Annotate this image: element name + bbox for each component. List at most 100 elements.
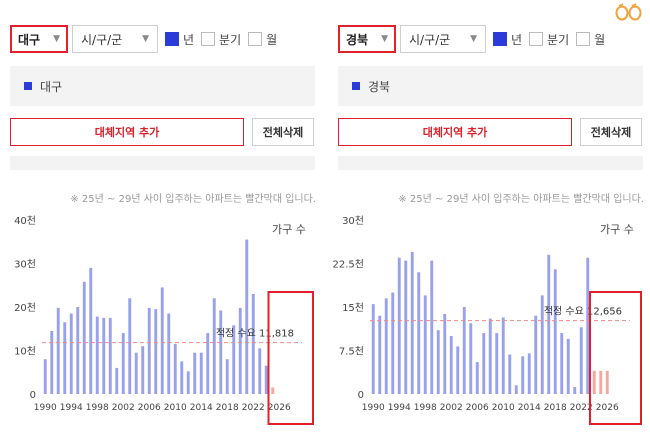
bar	[264, 365, 268, 394]
bar	[141, 346, 145, 394]
x-tick-label: 2022	[570, 403, 593, 413]
checkbox-label: 년	[183, 32, 195, 47]
x-tick-label: 1994	[388, 403, 411, 413]
glasses-icon[interactable]	[614, 2, 644, 22]
chevron-down-icon: ▼	[142, 34, 149, 44]
bar	[167, 313, 171, 394]
future-bar	[592, 370, 596, 394]
checkbox-box[interactable]	[165, 32, 179, 46]
bar	[82, 281, 86, 394]
city-select[interactable]: 시/구/군 ▼	[72, 25, 158, 53]
legend-label: 경북	[368, 79, 391, 94]
bar	[199, 352, 203, 394]
filter-row: 대구 ▼ 시/구/군 ▼ 년 분기 월	[10, 24, 277, 54]
checkbox-quarter[interactable]: 분기	[201, 31, 241, 48]
region-legend: 경북	[338, 66, 643, 106]
series-label: 가구 수	[600, 223, 634, 236]
bar	[63, 322, 67, 394]
bar	[134, 352, 138, 394]
checkbox-year[interactable]: 년	[165, 31, 194, 48]
city-select-value: 시/구/군	[81, 32, 123, 47]
checkbox-month[interactable]: 월	[248, 31, 277, 48]
panel-daegu: 대구 ▼ 시/구/군 ▼ 년 분기 월 대구 대체지역 추가 전체삭제 ※ 25…	[0, 0, 318, 433]
bar	[251, 293, 255, 394]
bar	[173, 343, 177, 394]
checkbox-label: 년	[511, 32, 523, 47]
checkbox-box[interactable]	[493, 32, 507, 46]
bar	[508, 354, 512, 394]
chevron-down-icon: ▼	[381, 34, 388, 44]
city-select[interactable]: 시/구/군 ▼	[400, 25, 486, 53]
x-tick-label: 1990	[362, 403, 385, 413]
region-select[interactable]: 대구 ▼	[10, 25, 68, 53]
bar	[495, 333, 499, 394]
chevron-down-icon: ▼	[53, 34, 60, 44]
bar	[232, 325, 236, 394]
bar	[534, 315, 538, 394]
bar	[410, 251, 414, 394]
bar	[449, 336, 453, 394]
delete-all-button[interactable]: 전체삭제	[252, 118, 314, 146]
bar	[258, 348, 262, 394]
bar	[89, 267, 93, 394]
bar	[560, 333, 564, 394]
bar	[160, 287, 164, 394]
x-tick-label: 2022	[242, 403, 265, 413]
checkbox-label: 분기	[219, 32, 242, 47]
chevron-down-icon: ▼	[470, 34, 477, 44]
y-tick-label: 20천	[14, 302, 36, 314]
checkbox-month[interactable]: 월	[576, 31, 605, 48]
checkbox-box[interactable]	[201, 32, 216, 46]
bar	[482, 333, 486, 394]
checkbox-box[interactable]	[576, 32, 591, 46]
add-alternative-region-button[interactable]: 대체지역 추가	[10, 118, 244, 146]
add-alternative-region-button[interactable]: 대체지역 추가	[338, 118, 572, 146]
bar	[121, 333, 125, 394]
bar	[417, 272, 421, 394]
bar	[456, 346, 460, 394]
bar	[186, 371, 190, 394]
checkbox-label: 월	[594, 32, 606, 47]
x-tick-label: 2002	[112, 403, 135, 413]
checkbox-year[interactable]: 년	[493, 31, 522, 48]
bar	[238, 307, 242, 394]
bar	[527, 353, 531, 394]
y-tick-label: 7.5천	[339, 346, 364, 358]
bar	[128, 298, 132, 394]
x-tick-label: 2018	[544, 403, 567, 413]
chart-note: ※ 25년 ~ 29년 사이 입주하는 아파트는 빨간막대 입니다.	[70, 194, 316, 205]
region-select[interactable]: 경북 ▼	[338, 25, 396, 53]
bar	[553, 269, 557, 394]
bar	[108, 317, 112, 394]
checkbox-quarter[interactable]: 분기	[529, 31, 569, 48]
bar	[397, 257, 401, 394]
x-tick-label: 2006	[466, 403, 489, 413]
checkbox-label: 월	[266, 32, 278, 47]
x-tick-label: 2010	[164, 403, 187, 413]
bar	[115, 367, 119, 394]
bar	[225, 359, 229, 394]
region-select-value: 대구	[18, 32, 41, 47]
bar	[102, 317, 106, 394]
delete-all-button[interactable]: 전체삭제	[580, 118, 642, 146]
y-tick-label: 0	[30, 390, 36, 401]
x-tick-label: 2018	[216, 403, 239, 413]
y-tick-label: 30천	[342, 215, 364, 227]
divider-bar	[338, 156, 643, 170]
bar	[501, 317, 505, 394]
region-select-value: 경북	[346, 32, 369, 47]
bar	[547, 254, 551, 394]
x-tick-label: 2002	[440, 403, 463, 413]
bar	[212, 298, 216, 394]
x-tick-label: 2014	[190, 403, 213, 413]
forecast-highlight-box	[267, 291, 314, 425]
checkbox-box[interactable]	[529, 32, 544, 46]
divider-bar	[10, 156, 315, 170]
y-tick-label: 40천	[14, 215, 36, 227]
bar	[378, 315, 382, 394]
checkbox-box[interactable]	[248, 32, 263, 46]
bar	[566, 338, 570, 394]
filter-row: 경북 ▼ 시/구/군 ▼ 년 분기 월	[338, 24, 605, 54]
y-tick-label: 10천	[14, 346, 36, 358]
panel-gyeongbuk: 경북 ▼ 시/구/군 ▼ 년 분기 월 경북 대체지역 추가 전체삭제 ※ 25…	[328, 0, 646, 433]
